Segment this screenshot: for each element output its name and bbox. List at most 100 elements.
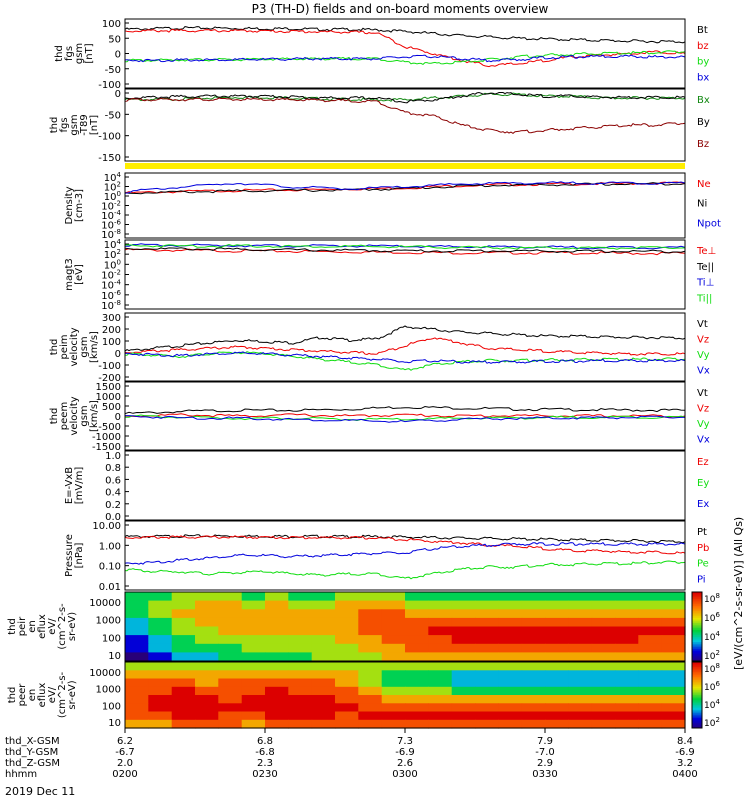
heatmap-cell [405,686,429,696]
series-line-Bz [124,97,686,135]
heatmap-cell [475,695,499,704]
y-tick-label: 0.8 [105,463,121,474]
colorbar-segment [692,619,702,622]
heatmap-cell [265,635,289,645]
heatmap-cell [288,626,313,636]
heatmap-cell [545,678,569,688]
heatmap-cell [218,719,243,729]
heatmap-cell [218,592,243,602]
series-line-Pe [124,560,686,580]
colorbar-segment [692,665,702,668]
heatmap-cell [451,652,476,662]
colorbar-segment [692,638,702,641]
colorbar-segment [692,614,702,617]
heatmap-cell [475,617,499,628]
legend-label-Pt: Pt [697,527,707,538]
heatmap-cell [265,600,289,610]
heatmap-cell [498,670,523,680]
heatmap-cell [125,711,149,721]
heatmap-cell [148,617,173,628]
heatmap-cell [311,719,336,729]
heatmap-cell [615,617,639,628]
heatmap-cell [545,600,569,610]
legend-label-Vy: Vy [697,350,710,361]
heatmap-cell [218,662,243,671]
heatmap-cell [591,652,616,662]
heatmap-cell [591,592,616,602]
heatmap-cell [195,643,219,653]
orbit-row-label: hhmm [5,769,37,780]
heatmap-cell [475,719,499,729]
heatmap-cell [591,678,616,688]
y-tick-label: -100 [98,132,121,143]
colorbar-segment [692,647,702,650]
heatmap-cell [521,703,546,713]
colorbar-segment [692,680,702,683]
heatmap-cell [218,626,243,636]
colorbar-segment [692,726,702,729]
heatmap-cell [218,652,243,662]
heatmap-cell [265,643,289,653]
colorbar-segment [692,598,702,602]
heatmap-cell [195,719,219,729]
orbit-axis-labels: thd_X-GSM 6.2 6.8 7.3 7.9 8.4 thd_Y-GSM -6.7 -6.… [5,728,698,780]
heatmap-cell [148,686,173,696]
colorbar-segment [692,650,702,653]
orbit-row-value: 2.3 [257,758,273,769]
heatmap-cell [148,670,173,680]
heatmap-cell [241,643,266,653]
heatmap-cell [148,711,173,721]
y-tick-label: 0.2 [105,500,121,511]
heatmap-cell [405,609,429,619]
heatmap-cell [148,695,173,704]
legend-label-bz: bz [697,41,709,52]
heatmap-cell [661,626,686,636]
legend-label-Bz: Bz [697,139,709,150]
y-tick-label: -500 [98,422,121,433]
heatmap-cell [475,711,499,721]
data-quality-bar [125,163,685,169]
heatmap-cell [195,617,219,628]
panel-fgs_gsm_t89: 0 -50 -100 -150 thdfgsgsm-T89[nT] Bx By Bz [49,88,710,164]
heatmap-cell [311,617,336,628]
heatmap-cell [358,695,383,704]
colorbar-segment [692,597,702,600]
heatmap-cell [428,662,453,671]
legend-label-by: by [697,57,709,68]
colorbar-segment [692,628,702,631]
heatmap-cell [405,662,429,671]
series-line-Te⊥ [124,248,686,256]
heatmap-cell [638,686,663,696]
heatmap-cell [638,703,663,713]
y-axis-label: thdpeemvelocitygsm[km/s] [49,396,100,435]
heatmap-cell [311,662,336,671]
colorbar-segment [692,693,702,696]
colorbar-segment [692,667,702,670]
colorbar-segment [692,711,702,714]
y-tick-label: -1000 [92,432,121,443]
heatmap-cell [568,617,593,628]
orbit-row-value: -6.9 [675,747,695,758]
orbit-row-value: 0230 [252,769,277,780]
heatmap-cell [638,617,663,628]
heatmap-cell [638,719,663,729]
heatmap-cell [451,686,476,696]
colorbar-segment [692,709,702,712]
y-tick-label: 0 [115,89,121,100]
heatmap-cell [615,662,639,671]
heatmap-cell [265,652,289,662]
heatmap-cell [218,600,243,610]
heatmap-cell [148,703,173,713]
heatmap-cell [195,609,219,619]
y-axis-label: E=-VxB[mV/m] [64,467,85,505]
heatmap-cell [311,670,336,680]
heatmap-cell [638,592,663,602]
colorbar-segment [692,701,702,704]
colorbar-segment [692,609,702,612]
colorbar-tick-label: 106 [704,611,720,624]
heatmap-cell [358,609,383,619]
heatmap-cell [218,678,243,688]
heatmap-cell [241,652,266,662]
